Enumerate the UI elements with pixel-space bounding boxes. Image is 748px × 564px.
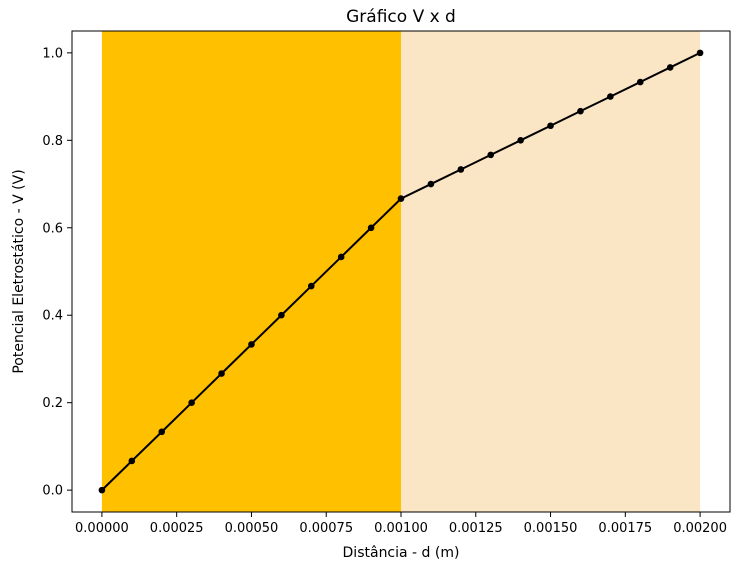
data-point (188, 399, 195, 406)
data-point (577, 107, 584, 115)
shaded-regions (101, 31, 701, 512)
data-point (128, 457, 136, 465)
x-tick-label: 0.00125 (449, 521, 503, 536)
y-tick-label: 1.0 (42, 46, 63, 61)
data-point (337, 253, 345, 261)
shaded-region-2 (401, 31, 701, 512)
y-axis-ticks: 0.0 0.2 0.4 0.6 0.8 1.0 (42, 46, 72, 499)
x-tick-label: 0.00175 (598, 521, 652, 536)
y-tick-label: 0.4 (42, 309, 63, 324)
data-point (218, 370, 225, 377)
data-point (427, 180, 435, 188)
data-point (158, 428, 166, 436)
x-tick-label: 0.00200 (673, 521, 727, 536)
data-point (98, 486, 106, 494)
data-point (248, 341, 255, 348)
series-layer (98, 49, 704, 494)
data-point (636, 78, 644, 86)
data-point (666, 64, 674, 71)
data-point (487, 151, 495, 159)
x-tick-label: 0.00150 (524, 521, 578, 536)
x-axis-ticks: 0.00000 0.00025 0.00050 0.00075 0.00100 0.001… (75, 512, 727, 536)
data-point (607, 93, 614, 100)
data-point (367, 224, 375, 232)
y-tick-label: 0.2 (42, 396, 63, 411)
data-point (278, 311, 285, 319)
x-tick-label: 0.00050 (225, 521, 279, 536)
y-axis-title: Potencial Eletrostático - V (V) (11, 169, 27, 373)
data-point (307, 282, 315, 290)
data-point (547, 122, 554, 130)
x-tick-label: 0.00100 (374, 521, 428, 536)
y-tick-label: 0.8 (42, 134, 63, 149)
data-point (517, 137, 524, 144)
data-point (696, 49, 704, 57)
shaded-region-1 (101, 31, 401, 512)
chart-title: Gráfico V x d (346, 7, 456, 27)
x-tick-label: 0.00025 (150, 521, 204, 536)
x-tick-label: 0.00075 (299, 521, 353, 536)
data-point (457, 166, 465, 173)
y-tick-label: 0.6 (42, 221, 63, 236)
data-point (397, 195, 405, 202)
y-tick-label: 0.0 (42, 484, 63, 499)
x-axis-title: Distância - d (m) (343, 545, 460, 561)
x-tick-label: 0.00000 (75, 521, 129, 536)
